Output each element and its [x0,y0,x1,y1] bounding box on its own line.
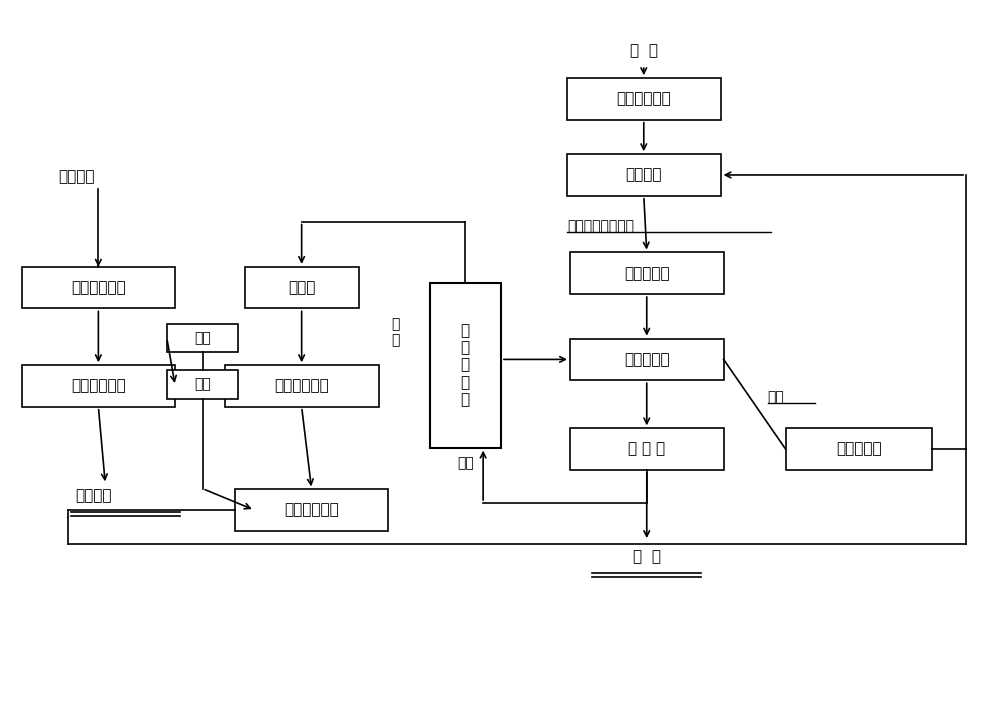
Text: 真空负压装置: 真空负压装置 [284,502,339,518]
Text: 电  钴: 电 钴 [633,550,661,564]
Text: 萃取工序: 萃取工序 [626,168,662,182]
Text: 除油后氯化钴溶液: 除油后氯化钴溶液 [567,220,634,234]
Text: 干燥: 干燥 [194,331,211,345]
Text: 高纯氢气: 高纯氢气 [59,169,95,184]
Bar [567,154,721,196]
Text: 电解后液槽: 电解后液槽 [836,441,882,457]
Bar [167,370,238,399]
Text: 钴液循环槽: 钴液循环槽 [624,352,670,367]
Bar [22,267,175,309]
Text: 气
液
分
离
器: 气 液 分 离 器 [461,323,470,407]
Bar [22,365,175,407]
Bar [225,365,379,407]
Bar [167,324,238,352]
Bar [567,78,721,120]
Bar [235,489,388,531]
Text: 低钴: 低钴 [768,391,784,404]
Bar [786,428,932,470]
Text: 钴液: 钴液 [457,457,474,470]
Text: 缓冲槽: 缓冲槽 [288,280,315,295]
Bar [570,428,724,470]
Text: 钴液配制槽: 钴液配制槽 [624,266,670,281]
Text: 原  料: 原 料 [630,44,658,58]
Text: 氯气收集装置: 氯气收集装置 [274,378,329,393]
Text: 浸出造液工序: 浸出造液工序 [616,91,671,107]
Bar [570,338,724,380]
Bar [430,282,501,448]
Text: 氯
气: 氯 气 [392,317,400,347]
Bar [570,253,724,294]
Text: 电 解 槽: 电 解 槽 [628,441,665,457]
Text: 高纯盐酸: 高纯盐酸 [76,489,112,503]
Bar [245,267,359,309]
Text: 洗涤: 洗涤 [194,378,211,391]
Text: 盐酸合成装置: 盐酸合成装置 [71,378,126,393]
Text: 氢气输送计量: 氢气输送计量 [71,280,126,295]
